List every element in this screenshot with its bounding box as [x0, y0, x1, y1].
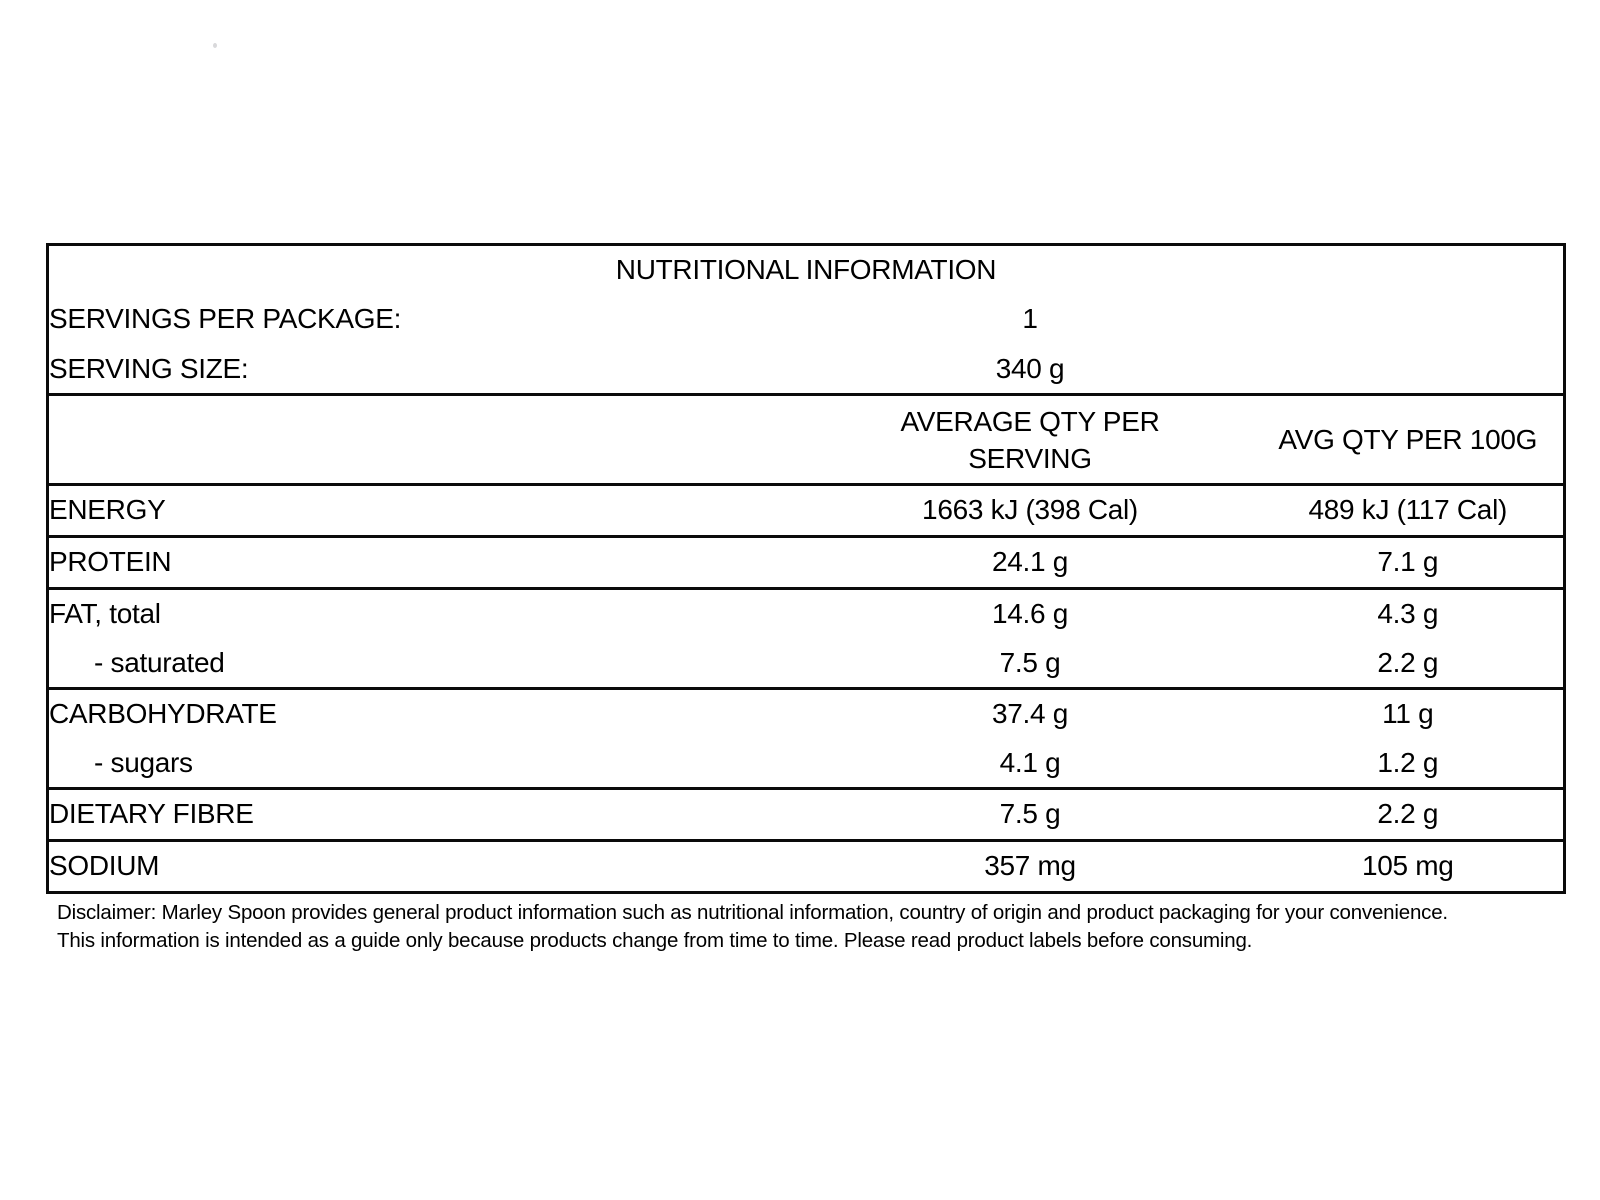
row-label: CARBOHYDRATE — [47, 687, 808, 739]
row-per-100g-value: 1.2 g — [1377, 746, 1439, 778]
row-per-100g-value: 105 mg — [1252, 839, 1565, 893]
row-per-serving-value: 4.1 g — [999, 746, 1061, 778]
row-label: SODIUM — [47, 839, 808, 893]
row-per-serving-value: 1663 kJ (398 Cal) — [807, 483, 1253, 537]
column-header-row: AVERAGE QTY PER SERVING AVG QTY PER 100G — [47, 393, 1565, 485]
row-label: - sugars — [94, 746, 193, 778]
servings-per-package-value: 1 — [1022, 303, 1038, 335]
table-row-sugars: - sugars 4.1 g 1.2 g — [48, 739, 1565, 789]
row-per-serving-value: 7.5 g — [999, 646, 1061, 678]
disclaimer-text: Disclaimer: Marley Spoon provides genera… — [57, 901, 1448, 952]
row-per-100g-value: 2.2 g — [1377, 646, 1439, 678]
table-row-protein: PROTEIN 24.1 g 7.1 g — [47, 535, 1565, 589]
row-label: DIETARY FIBRE — [47, 787, 808, 841]
row-per-100g-value: 2.2 g — [1252, 787, 1565, 841]
serving-size-row: SERVING SIZE: 340 g — [48, 345, 1565, 395]
scan-artifact-dot — [213, 43, 217, 48]
table-row-fat-total: FAT, total 14.6 g 4.3 g — [47, 587, 1565, 639]
table-row-sodium: SODIUM 357 mg 105 mg — [47, 839, 1565, 893]
row-per-100g-value: 4.3 g — [1252, 587, 1565, 639]
row-per-100g-value: 489 kJ (117 Cal) — [1252, 483, 1565, 537]
servings-per-package-row: SERVINGS PER PACKAGE: 1 — [48, 295, 1565, 345]
servings-per-package-label: SERVINGS PER PACKAGE: — [49, 303, 402, 335]
table-row-fat-saturated: - saturated 7.5 g 2.2 g — [48, 639, 1565, 689]
column-header-per-100g: AVG QTY PER 100G — [1252, 393, 1565, 485]
row-per-100g-value: 7.1 g — [1252, 535, 1565, 589]
table-title: NUTRITIONAL INFORMATION — [615, 254, 997, 286]
row-per-serving-value: 7.5 g — [807, 787, 1253, 841]
row-per-serving-value: 24.1 g — [807, 535, 1253, 589]
table-title-row: NUTRITIONAL INFORMATION — [48, 245, 1565, 295]
column-header-per-serving: AVERAGE QTY PER SERVING — [807, 393, 1253, 485]
row-per-serving-value: 14.6 g — [807, 587, 1253, 639]
row-per-serving-value: 357 mg — [807, 839, 1253, 893]
row-per-serving-value: 37.4 g — [807, 687, 1253, 739]
table-row-carbohydrate: CARBOHYDRATE 37.4 g 11 g — [47, 687, 1565, 739]
nutrition-table: NUTRITIONAL INFORMATION SERVINGS PER PAC… — [46, 243, 1566, 894]
serving-size-value: 340 g — [995, 352, 1065, 384]
row-label: FAT, total — [47, 587, 808, 639]
table-row-dietary-fibre: DIETARY FIBRE 7.5 g 2.2 g — [47, 787, 1565, 841]
table-row-energy: ENERGY 1663 kJ (398 Cal) 489 kJ (117 Cal… — [47, 483, 1565, 537]
row-label: ENERGY — [47, 483, 808, 537]
row-per-100g-value: 11 g — [1252, 687, 1565, 739]
serving-size-label: SERVING SIZE: — [49, 352, 249, 384]
row-label: - saturated — [94, 646, 225, 678]
row-label: PROTEIN — [47, 535, 808, 589]
